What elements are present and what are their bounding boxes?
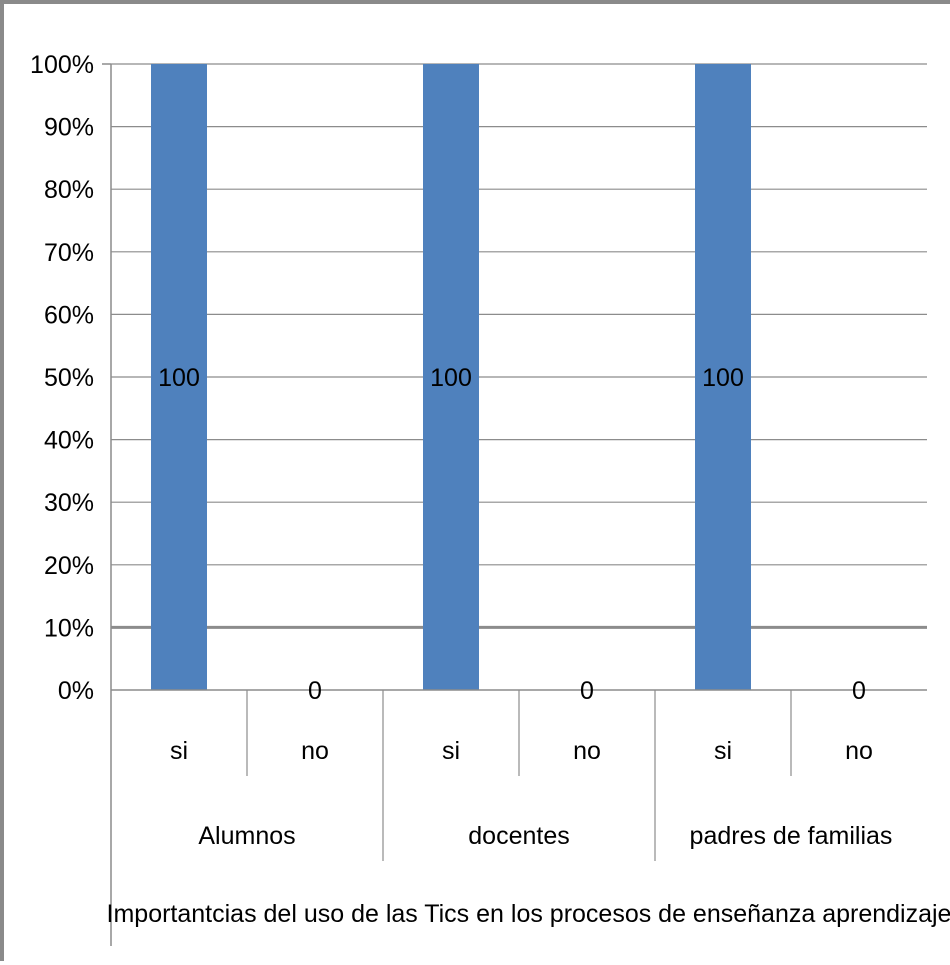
y-tick-label: 30%: [44, 489, 94, 517]
data-label: 0: [308, 677, 322, 705]
axes: [102, 63, 927, 946]
y-tick-label: 100%: [30, 51, 94, 79]
x-tick-label: si: [170, 737, 188, 765]
y-tick-label: 0%: [58, 677, 94, 705]
group-label: padres de familias: [690, 822, 893, 850]
x-axis-title: Importantcias del uso de las Tics en los…: [107, 900, 950, 928]
x-tick-label: no: [573, 737, 601, 765]
x-tick-label: si: [442, 737, 460, 765]
y-tick-label: 90%: [44, 114, 94, 142]
data-label: 100: [702, 364, 744, 392]
y-tick-label: 20%: [44, 552, 94, 580]
data-label: 0: [852, 677, 866, 705]
y-tick-label: 70%: [44, 239, 94, 267]
bar: [151, 64, 207, 690]
data-label: 0: [580, 677, 594, 705]
labels: 0% 10% 20% 30% 40% 50% 60% 70% 80% 90% 100% 100 si 0 n…: [30, 51, 892, 850]
y-tick-label: 10%: [44, 614, 94, 642]
y-tick-label: 50%: [44, 364, 94, 392]
data-label: 100: [158, 364, 200, 392]
bar-chart: 0% 10% 20% 30% 40% 50% 60% 70% 80% 90% 100% 100 si 0 n…: [30, 51, 950, 946]
y-tick-label: 60%: [44, 301, 94, 329]
x-tick-label: no: [301, 737, 329, 765]
x-tick-label: si: [714, 737, 732, 765]
y-tick-label: 40%: [44, 427, 94, 455]
data-label: 100: [430, 364, 472, 392]
x-tick-label: no: [845, 737, 873, 765]
bars: [151, 64, 751, 690]
group-label: Alumnos: [198, 822, 295, 850]
group-label: docentes: [468, 822, 569, 850]
y-tick-label: 80%: [44, 176, 94, 204]
gridlines: [111, 63, 927, 629]
bar: [423, 64, 479, 690]
bar: [695, 64, 751, 690]
